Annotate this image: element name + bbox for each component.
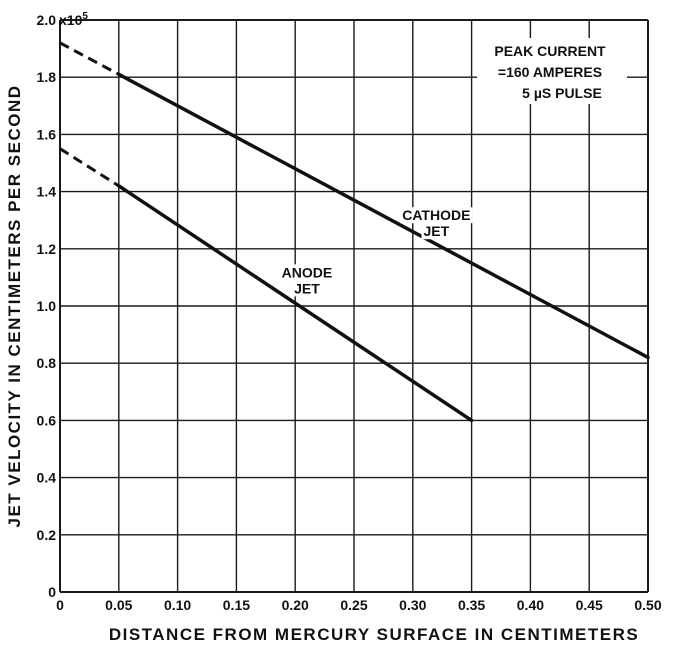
y-multiplier-base: x10 bbox=[59, 12, 83, 28]
x-tick-labels: 0 0.05 0.10 0.15 0.20 0.25 0.30 0.35 0.40 0.45 0.5… bbox=[56, 597, 662, 613]
y-tick-label: 0 bbox=[48, 584, 56, 600]
anode-jet-line bbox=[117, 184, 474, 423]
cathode-jet-label-background bbox=[400, 207, 473, 224]
cathode-jet-line bbox=[117, 72, 650, 360]
y-tick-label: 1.8 bbox=[37, 69, 57, 85]
x-tick-label: 0.40 bbox=[517, 597, 544, 613]
grid-lines bbox=[59, 19, 649, 593]
cathode-jet-label: CATHODE bbox=[402, 207, 470, 223]
x-tick-label: 0.25 bbox=[340, 597, 367, 613]
y-tick-label: 0.8 bbox=[37, 355, 57, 371]
annotation-background bbox=[477, 38, 627, 104]
y-tick-label: 1.0 bbox=[37, 298, 57, 314]
x-tick-label: 0.45 bbox=[576, 597, 603, 613]
y-tick-label: 1.4 bbox=[37, 184, 57, 200]
y-tick-label: 2.0 bbox=[37, 12, 57, 28]
annotation-line: =160 AMPERES bbox=[498, 64, 602, 80]
y-tick-label: 1.6 bbox=[37, 126, 57, 142]
y-tick-labels: 0 0.2 0.4 0.6 0.8 1.0 1.2 1.4 1.6 1.8 2.0 bbox=[37, 12, 57, 600]
x-tick-label: 0 bbox=[56, 597, 64, 613]
x-tick-label: 0.35 bbox=[458, 597, 485, 613]
y-multiplier-exponent: 5 bbox=[82, 11, 88, 22]
y-axis-label: JET VELOCITY IN CENTIMETERS PER SECOND bbox=[5, 84, 24, 527]
x-tick-label: 0.30 bbox=[399, 597, 426, 613]
annotation-line: PEAK CURRENT bbox=[494, 43, 606, 59]
anode-jet-label-background bbox=[292, 280, 322, 297]
anode-jet-label-background bbox=[279, 264, 335, 281]
anode-jet-label: JET bbox=[294, 280, 320, 296]
annotation-text: PEAK CURRENT =160 AMPERES 5 µS PULSE bbox=[494, 43, 606, 101]
y-tick-label: 0.2 bbox=[37, 527, 57, 543]
x-axis-label: DISTANCE FROM MERCURY SURFACE IN CENTIME… bbox=[109, 625, 639, 644]
y-tick-label: 0.6 bbox=[37, 412, 57, 428]
y-multiplier-label: x105 bbox=[59, 11, 88, 28]
annotation-line: 5 µS PULSE bbox=[522, 85, 602, 101]
x-tick-label: 0.15 bbox=[223, 597, 250, 613]
y-tick-label: 1.2 bbox=[37, 241, 57, 257]
cathode-jet-label-background bbox=[421, 223, 452, 240]
anode-jet-extrapolated-segment bbox=[59, 147, 120, 188]
cathode-jet-extrapolated-segment bbox=[59, 41, 120, 76]
x-tick-label: 0.05 bbox=[105, 597, 132, 613]
x-tick-label: 0.20 bbox=[282, 597, 309, 613]
series-lines bbox=[59, 41, 650, 423]
x-tick-label: 0.50 bbox=[634, 597, 661, 613]
anode-jet-label: ANODE bbox=[282, 264, 333, 280]
cathode-jet-label: JET bbox=[423, 223, 449, 239]
x-tick-label: 0.10 bbox=[164, 597, 191, 613]
y-tick-label: 0.4 bbox=[37, 470, 57, 486]
